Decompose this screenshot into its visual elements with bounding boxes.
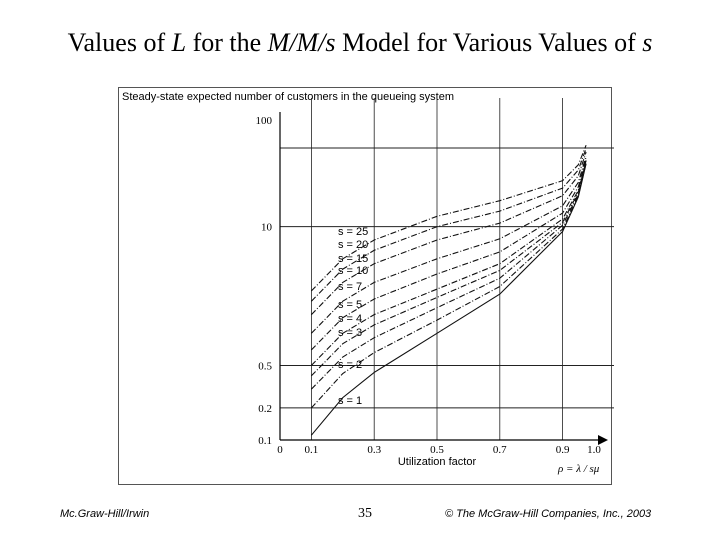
series-label-s20: s = 20	[338, 239, 368, 251]
series-line-s3	[311, 161, 587, 390]
x-tick-label-0.9: 0.9	[556, 444, 570, 456]
x-tick-label-0.5: 0.5	[430, 444, 444, 456]
page-number: 35	[358, 506, 372, 521]
series-label-s4: s = 4	[338, 313, 362, 325]
series-line-s15	[311, 151, 587, 315]
series-line-s20	[311, 148, 587, 302]
series-line-s1	[310, 163, 587, 436]
x-tick-label-0: 0	[277, 444, 283, 456]
title-prefix: Values of	[67, 28, 172, 57]
x-axis-formula: ρ = λ / sμ	[557, 463, 600, 475]
x-tick-label-0.3: 0.3	[367, 444, 381, 456]
series-line-s5	[311, 160, 587, 366]
series-label-s2: s = 2	[338, 359, 362, 371]
y-tick-label-0.5: 0.5	[258, 360, 272, 372]
slide-title: Values of L for the M/M/s Model for Vari…	[0, 28, 720, 58]
y-tick-label-0.1: 0.1	[258, 435, 272, 447]
series-label-s25: s = 25	[338, 226, 368, 238]
x-tick-label-0.7: 0.7	[493, 444, 507, 456]
y-axis-title: Steady-state expected number of customer…	[122, 91, 455, 103]
y-tick-label-10: 10	[261, 222, 273, 234]
x-axis-arrow	[598, 435, 608, 445]
series-label-s3: s = 3	[338, 327, 362, 339]
series-line-s10	[311, 155, 587, 334]
x-tick-label-0.1: 0.1	[305, 444, 319, 456]
y-tick-label-0.2: 0.2	[258, 403, 272, 415]
x-axis-title: Utilization factor	[398, 456, 477, 468]
y-tick-label-100: 100	[256, 115, 273, 127]
title-model: M/M/s	[267, 28, 336, 57]
title-mid2: Model for Various Values of	[335, 28, 643, 57]
title-variable-L: L	[171, 28, 187, 57]
series-line-s2	[310, 162, 587, 409]
series-line-s25	[311, 144, 587, 292]
series-label-s10: s = 10	[338, 265, 368, 277]
title-variable-s: s	[642, 28, 653, 57]
x-tick-label-1.0: 1.0	[587, 444, 601, 456]
series-label-s15: s = 15	[338, 253, 368, 265]
chart-frame	[118, 87, 612, 485]
series-line-s4	[311, 161, 587, 377]
series-label-s5: s = 5	[338, 299, 362, 311]
title-mid: for the	[186, 28, 268, 57]
footer-copyright: © The McGraw-Hill Companies, Inc., 2003	[445, 508, 652, 520]
footer-publisher: Mc.Graw-Hill/Irwin	[60, 508, 150, 520]
series-label-s7: s = 7	[338, 281, 362, 293]
series-label-s1: s = 1	[338, 395, 362, 407]
